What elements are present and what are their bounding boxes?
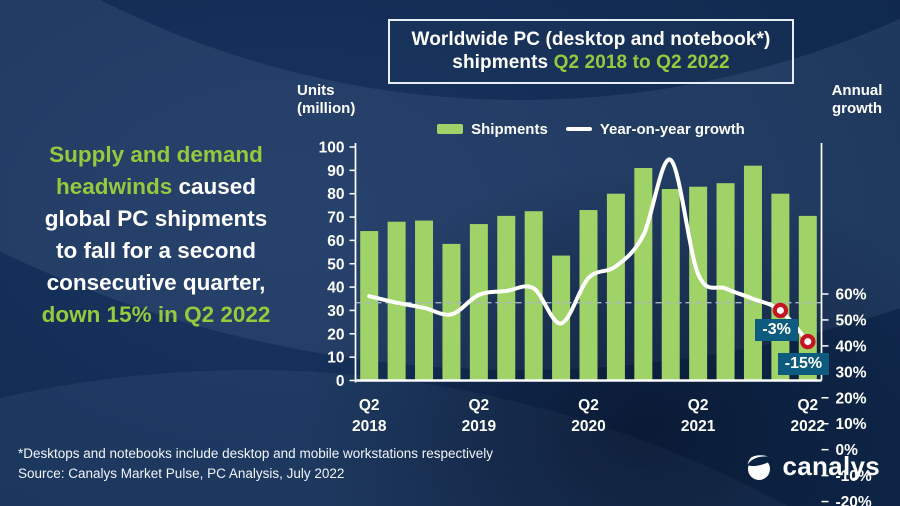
left-axis-tick-label: 10 bbox=[327, 350, 344, 367]
left-axis-tick-label: 50 bbox=[327, 256, 344, 273]
right-axis-tick-label: 50% bbox=[836, 312, 867, 329]
right-axis-tick-label: -20% bbox=[836, 494, 872, 506]
headline-segment: Supply and demand bbox=[49, 142, 263, 167]
left-axis-tick-label: 90 bbox=[327, 163, 344, 180]
shipments-bar-Q1-2020 bbox=[552, 255, 571, 381]
background-swoosh-bottom bbox=[0, 370, 900, 506]
left-axis-tick-label: 60 bbox=[327, 233, 344, 250]
left-axis-tick-label: 20 bbox=[327, 326, 344, 343]
footnote-text: *Desktops and notebooks include desktop … bbox=[18, 446, 494, 461]
headline-segment: consecutive quarter, bbox=[46, 270, 266, 295]
x-tick-year-label: 2018 bbox=[352, 418, 387, 435]
shipments-swatch-icon bbox=[437, 124, 464, 134]
growth-line-swatch-icon bbox=[565, 127, 592, 131]
left-axis-tick-label: 70 bbox=[327, 210, 344, 227]
right-axis-title-line2: growth bbox=[832, 100, 882, 117]
left-axis-tick-label: 80 bbox=[327, 186, 344, 203]
legend-item-growth: Year-on-year growth bbox=[565, 120, 745, 138]
headline-text: Supply and demand headwinds caused global … bbox=[0, 139, 312, 331]
shipments-bar-Q4-2020 bbox=[634, 168, 653, 381]
x-tick-year-label: 2019 bbox=[462, 418, 497, 435]
x-tick-quarter-label: Q2 bbox=[797, 397, 818, 414]
canalys-logo: canalys bbox=[744, 451, 880, 482]
chart-title-line2-range: Q2 2018 to Q2 2022 bbox=[553, 52, 730, 73]
growth-marker-Q1-2022 bbox=[772, 302, 789, 319]
source-text: Source: Canalys Market Pulse, PC Analysi… bbox=[18, 466, 345, 481]
legend-item-shipments: Shipments bbox=[437, 121, 548, 138]
x-tick-quarter-label: Q2 bbox=[469, 397, 490, 414]
shipments-bar-Q3-2021 bbox=[716, 183, 735, 381]
left-axis-title: Units (million) bbox=[297, 82, 355, 118]
shipments-bar-Q4-2019 bbox=[524, 211, 543, 381]
headline-segment: down 15% in Q2 2022 bbox=[41, 302, 271, 327]
x-tick-year-label: 2020 bbox=[571, 418, 605, 435]
left-axis-tick-label: 40 bbox=[327, 280, 344, 297]
annotation-q1-2022: -3% bbox=[755, 319, 798, 342]
shipments-bar-Q1-2021 bbox=[661, 189, 680, 381]
shipments-bar-Q3-2019 bbox=[497, 215, 516, 381]
legend-growth-label: Year-on-year growth bbox=[599, 120, 745, 138]
left-axis-title-line2: (million) bbox=[297, 100, 356, 117]
x-tick-quarter-label: Q2 bbox=[688, 397, 709, 414]
left-axis-tick-label: 0 bbox=[336, 373, 345, 390]
x-tick-quarter-label: Q2 bbox=[359, 397, 380, 414]
left-axis-title-line1: Units bbox=[297, 82, 335, 99]
growth-marker-Q2-2022 bbox=[800, 333, 816, 350]
x-tick-quarter-label: Q2 bbox=[578, 397, 599, 414]
x-tick-year-label: 2022 bbox=[791, 418, 825, 435]
shipments-bar-Q2-2019 bbox=[469, 224, 488, 381]
canalys-logo-text: canalys bbox=[782, 451, 880, 481]
right-axis-tick-label: 60% bbox=[836, 287, 867, 304]
chart-legend: Shipments Year-on-year growth bbox=[388, 119, 794, 139]
right-axis-title: Annual growth bbox=[826, 82, 888, 118]
right-axis-tick-label: 30% bbox=[836, 364, 867, 381]
canalys-logo-icon bbox=[746, 452, 775, 480]
growth-line bbox=[367, 157, 810, 344]
headline-segment: caused bbox=[178, 174, 257, 199]
right-axis-tick-label: 20% bbox=[836, 390, 867, 407]
shipments-bar-Q2-2020 bbox=[579, 210, 598, 381]
left-axis-tick-label: 30 bbox=[327, 303, 344, 320]
shipments-bar-Q4-2018 bbox=[415, 220, 434, 381]
shipments-bar-Q3-2018 bbox=[387, 221, 406, 381]
x-tick-year-label: 2021 bbox=[681, 418, 716, 435]
shipments-bar-Q2-2021 bbox=[689, 186, 708, 381]
left-axis-tick-label: 100 bbox=[319, 140, 345, 157]
chart-title-line2-prefix: shipments bbox=[452, 52, 554, 73]
headline-segment: to fall for a second bbox=[55, 238, 257, 263]
legend-shipments-label: Shipments bbox=[471, 120, 548, 138]
shipments-bar-Q1-2019 bbox=[442, 243, 461, 381]
headline-segment: global PC shipments bbox=[44, 206, 268, 231]
shipments-bar-Q2-2018 bbox=[360, 231, 379, 381]
headline-segment: headwinds bbox=[55, 174, 179, 199]
right-axis-tick-label: 10% bbox=[836, 416, 867, 433]
chart-title-box: Worldwide PC (desktop and notebook*) shi… bbox=[388, 19, 794, 84]
right-axis-tick-label: 40% bbox=[836, 338, 867, 355]
shipments-bar-Q3-2020 bbox=[606, 193, 625, 381]
shipments-bar-Q4-2021 bbox=[743, 165, 762, 381]
chart-title-line2: shipments Q2 2018 to Q2 2022 bbox=[452, 52, 729, 74]
chart-title-line1: Worldwide PC (desktop and notebook*) bbox=[411, 29, 771, 50]
annotation-q2-2022: -15% bbox=[777, 352, 830, 375]
right-axis-title-line1: Annual bbox=[831, 82, 883, 99]
